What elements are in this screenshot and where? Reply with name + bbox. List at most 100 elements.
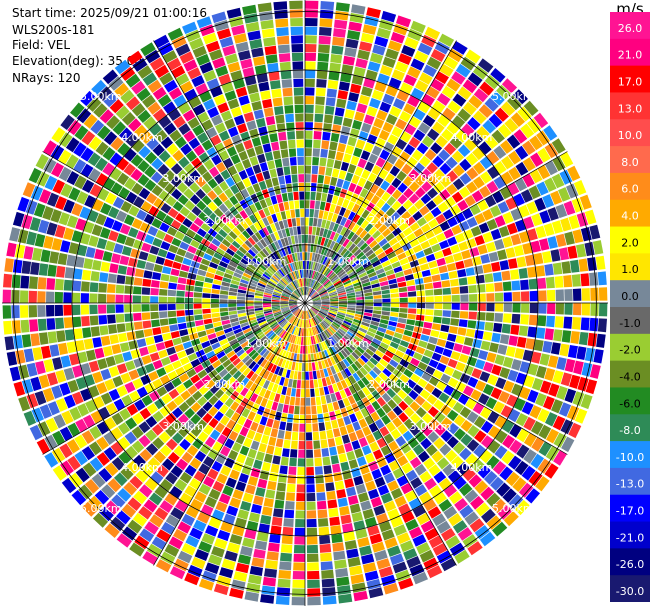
radar-gate — [354, 448, 364, 459]
radar-gate — [96, 421, 110, 435]
radar-gate — [202, 293, 211, 298]
radar-gate — [246, 288, 256, 293]
radar-gate — [61, 477, 77, 494]
radar-gate — [4, 336, 15, 351]
radar-gate — [196, 407, 207, 419]
radar-gate — [94, 347, 105, 359]
radar-gate — [306, 310, 310, 319]
radar-gate — [506, 222, 518, 235]
radar-gate — [220, 521, 233, 533]
radar-gate — [506, 134, 521, 149]
radar-gate — [232, 324, 241, 331]
radar-gate — [225, 234, 235, 244]
radar-gate — [310, 308, 316, 316]
radar-gate — [182, 235, 193, 245]
radar-gate — [347, 395, 356, 405]
radar-gate — [246, 429, 256, 440]
radar-gate — [389, 341, 399, 349]
radar-gate — [36, 438, 51, 455]
radar-gate — [245, 297, 254, 301]
radar-gate — [170, 330, 180, 339]
radar-gate — [322, 595, 337, 605]
radar-gate — [312, 261, 316, 271]
radar-gate — [366, 331, 376, 338]
radar-gate — [320, 265, 326, 274]
radar-gate — [554, 275, 564, 288]
radar-gate — [294, 290, 300, 298]
radar-gate — [297, 279, 301, 288]
radar-gate — [365, 299, 374, 303]
radar-gate — [526, 201, 538, 215]
colorbar-bin — [610, 119, 650, 147]
radar-gate — [26, 362, 38, 377]
radar-gate — [352, 421, 361, 431]
radar-gate — [352, 213, 361, 224]
radar-gate — [327, 357, 333, 367]
radar-gate — [297, 467, 305, 476]
radar-gate — [551, 220, 563, 234]
radar-gate — [349, 326, 358, 333]
radar-gate — [416, 542, 431, 555]
radar-gate — [355, 58, 368, 69]
radar-gate — [313, 131, 322, 140]
radar-gate — [401, 263, 411, 271]
radar-gate — [278, 131, 287, 141]
radar-gate — [329, 231, 336, 240]
radar-gate — [381, 289, 390, 295]
radar-gate — [289, 370, 295, 379]
radar-gate — [268, 320, 277, 326]
radar-gate — [306, 432, 313, 441]
radar-gate — [337, 585, 351, 595]
radar-gate — [108, 76, 124, 91]
radar-gate — [202, 32, 218, 45]
radar-gate — [184, 297, 193, 303]
radar-gate — [250, 324, 260, 330]
radar-gate — [485, 283, 495, 292]
radar-gate — [314, 466, 323, 475]
radar-gate — [256, 285, 265, 290]
radar-gate — [303, 328, 305, 337]
radar-gate — [418, 122, 431, 135]
radar-gate — [417, 42, 433, 56]
radar-gate — [352, 119, 363, 130]
radar-gate — [592, 240, 604, 255]
radar-gate — [319, 369, 325, 378]
radar-gate — [125, 445, 138, 459]
radar-gate — [340, 126, 351, 136]
radar-gate — [393, 332, 403, 340]
radar-gate — [348, 375, 357, 385]
radar-gate — [497, 344, 508, 355]
radar-gate — [293, 280, 299, 289]
radar-gate — [81, 281, 90, 292]
radar-gate — [338, 294, 347, 298]
radar-gate — [348, 243, 356, 252]
radar-gate — [175, 213, 186, 223]
radar-gate — [178, 102, 191, 115]
radar-gate — [323, 465, 332, 475]
radar-gate — [324, 202, 331, 212]
radar-gate — [287, 413, 294, 423]
radar-gate — [212, 480, 225, 493]
radar-gate — [305, 389, 310, 398]
radar-gate — [177, 169, 189, 181]
radar-gate — [262, 143, 272, 153]
radar-gate — [492, 521, 508, 537]
radar-gate — [420, 193, 432, 205]
radar-gate — [460, 419, 473, 432]
radar-gate — [249, 279, 258, 285]
radar-gate — [198, 578, 214, 591]
radar-gate — [290, 295, 298, 300]
radar-gate — [316, 183, 323, 193]
radar-gate — [299, 354, 303, 363]
radar-gate — [347, 254, 356, 263]
radar-gate — [73, 268, 83, 280]
colorbar-tick-label: -6.0 — [619, 397, 640, 410]
radar-gate — [189, 527, 203, 540]
radar-gate — [147, 344, 158, 354]
radar-gate — [231, 24, 246, 36]
radar-gate — [337, 90, 349, 100]
radar-gate — [324, 473, 334, 483]
radar-gate — [230, 216, 240, 227]
radar-gate — [312, 280, 318, 289]
radar-gate — [328, 221, 335, 231]
